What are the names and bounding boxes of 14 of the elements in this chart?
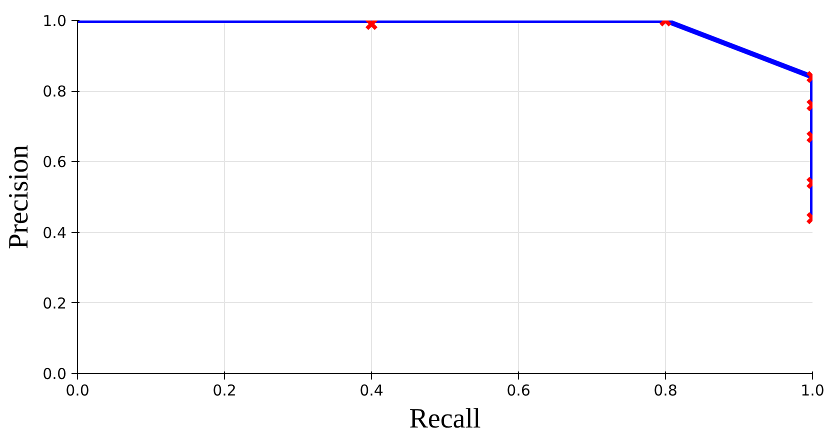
y-tick-label: 0.8 [42, 82, 67, 101]
y-tick-label: 0.0 [42, 365, 67, 383]
y-tick-label: 0.2 [42, 294, 67, 312]
y-axis-title: Precision [4, 144, 35, 250]
x-tick-label: 0.4 [360, 382, 384, 400]
x-tick-label: 0.0 [66, 382, 90, 400]
y-tick-label: 0.6 [42, 153, 67, 172]
x-tick-label: 0.8 [654, 382, 678, 400]
x-tick-label: 0.6 [506, 382, 530, 400]
x-tick-label: 0.2 [212, 382, 236, 400]
x-axis-title: Recall [409, 404, 481, 434]
x-tick-label: 1.0 [800, 382, 824, 400]
y-tick-label: 0.4 [42, 224, 67, 242]
y-tick-label: 1.0 [42, 12, 67, 30]
